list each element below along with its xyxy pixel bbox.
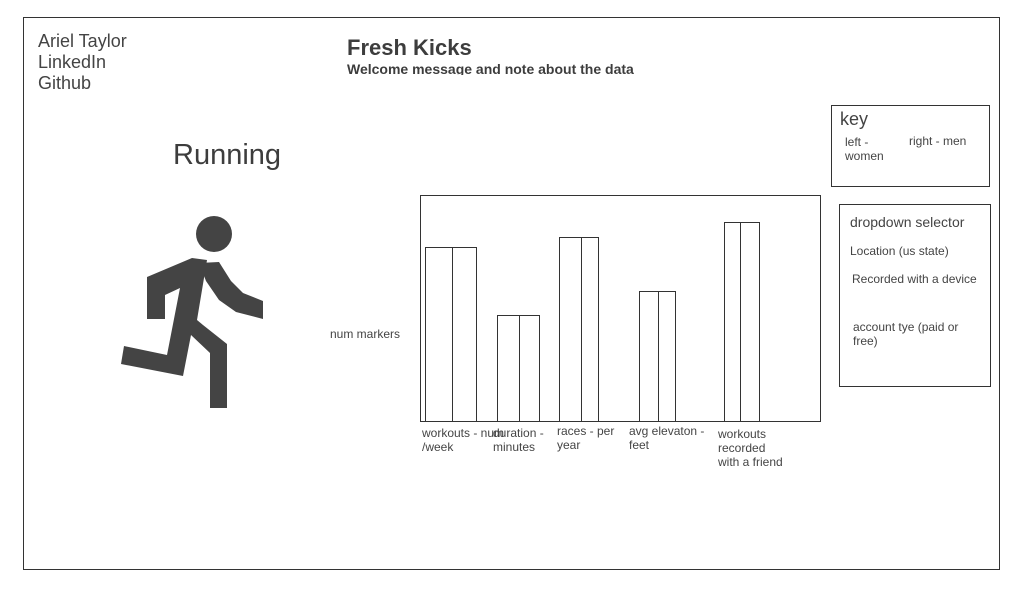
x-label-friend: workouts recorded with a friend — [718, 427, 783, 469]
bar-workouts-men — [452, 247, 477, 422]
bar-races-women — [559, 237, 582, 422]
dropdown-selector[interactable]: dropdown selector Location (us state) Re… — [839, 204, 991, 387]
chart-y-label: num markers — [330, 327, 401, 341]
dropdown-option-account[interactable]: account tye (paid or free) — [853, 320, 959, 348]
x-label-elevation: avg elevaton - feet — [629, 424, 705, 452]
key-title: key — [840, 109, 869, 129]
bar-elevation-women — [639, 291, 659, 422]
key-item-women: left - women — [845, 135, 884, 163]
page-title: Fresh Kicks — [347, 35, 472, 60]
github-link[interactable]: Github — [38, 73, 92, 93]
bar-elevation-men — [658, 291, 676, 422]
page-frame — [23, 17, 1000, 570]
bar-duration-women — [497, 315, 520, 422]
bar-duration-men — [519, 315, 540, 422]
dropdown-option-location[interactable]: Location (us state) — [850, 244, 949, 258]
dropdown-title: dropdown selector — [850, 214, 965, 230]
key-legend: key left - women right - men — [831, 105, 990, 187]
chart-frame — [420, 195, 821, 422]
bar-chart — [420, 195, 821, 422]
running-person-icon — [121, 216, 263, 408]
bar-races-men — [581, 237, 599, 422]
bar-friend-men — [740, 222, 760, 422]
bar-workouts-women — [425, 247, 453, 422]
dropdown-option-device[interactable]: Recorded with a device — [852, 272, 977, 286]
key-item-men: right - men — [909, 134, 967, 148]
section-title: Running — [173, 139, 282, 171]
x-label-workouts: workouts - num /week — [422, 426, 505, 454]
profile-name: Ariel Taylor — [38, 31, 127, 51]
x-label-races: races - per year — [557, 424, 615, 452]
linkedin-link[interactable]: LinkedIn — [38, 52, 107, 72]
bar-friend-women — [724, 222, 741, 422]
welcome-message: Welcome message and note about the data — [347, 61, 634, 75]
x-label-duration: duration - minutes — [493, 426, 544, 454]
